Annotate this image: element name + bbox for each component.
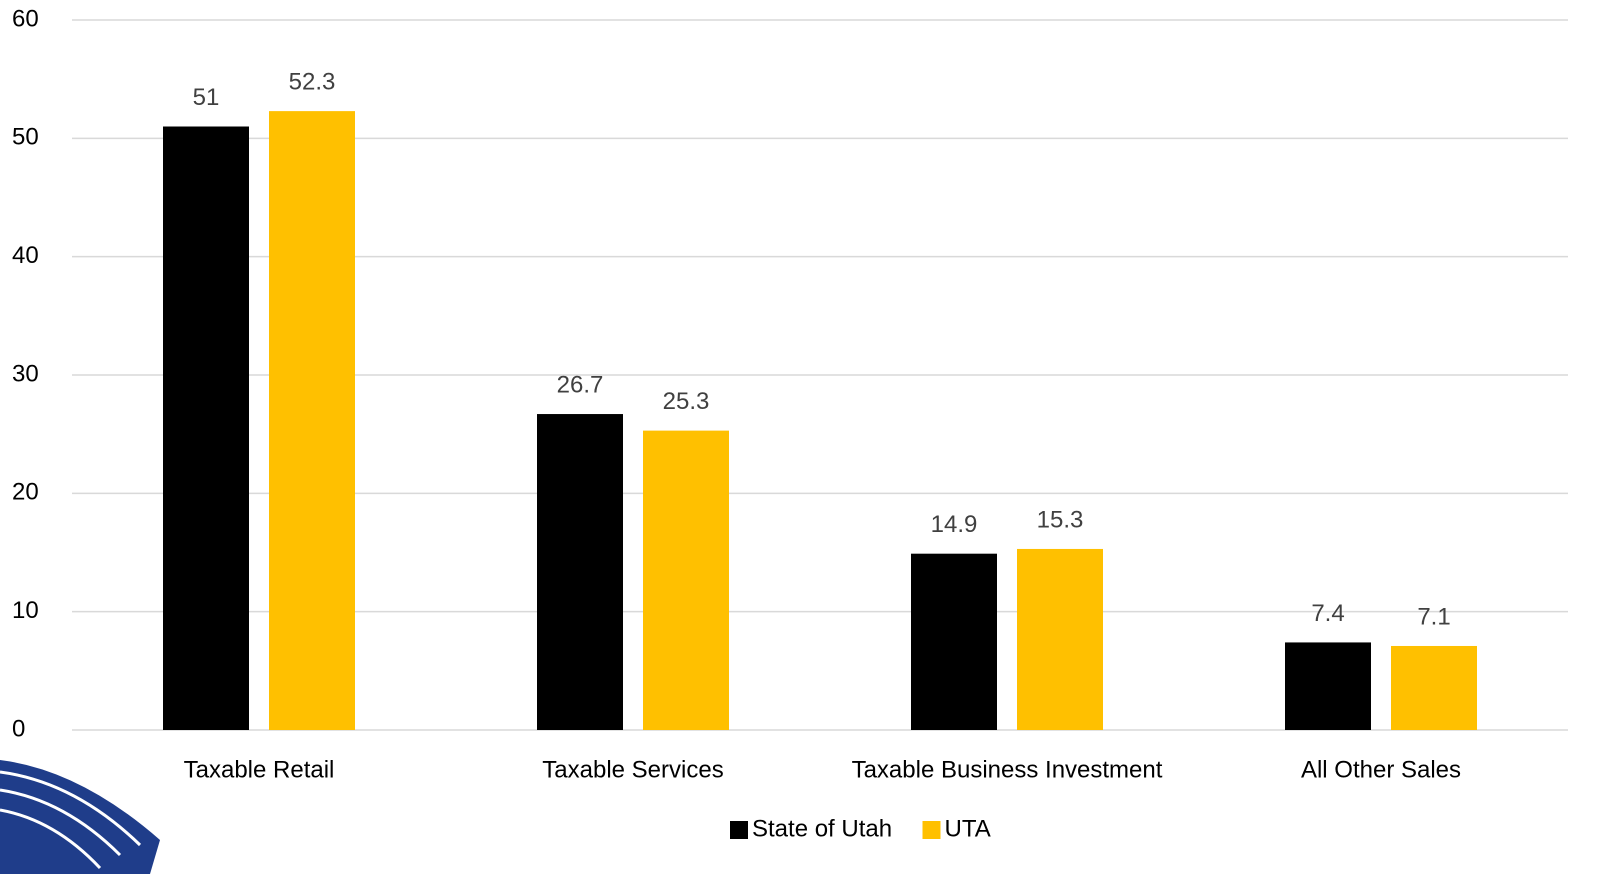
bar: [537, 414, 623, 730]
bar: [1017, 548, 1103, 730]
bar: [911, 553, 997, 730]
bar: [163, 126, 249, 730]
value-label: 25.3: [663, 388, 710, 415]
legend-label: State of Utah: [752, 815, 892, 842]
y-tick-label: 60: [12, 5, 39, 32]
bar: [643, 430, 729, 730]
legend-swatch: [730, 821, 748, 839]
y-tick-label: 30: [12, 360, 39, 387]
bar: [269, 111, 355, 730]
x-tick-label: Taxable Business Investment: [852, 756, 1163, 783]
y-tick-label: 10: [12, 597, 39, 624]
value-label: 26.7: [557, 371, 604, 398]
decoration: [0, 760, 160, 874]
x-tick-label: All Other Sales: [1301, 756, 1461, 783]
y-tick-label: 0: [12, 715, 25, 742]
bar: [1285, 642, 1371, 730]
value-label: 7.1: [1417, 603, 1450, 630]
bar: [1391, 645, 1477, 730]
value-label: 51: [193, 84, 220, 111]
value-label: 14.9: [931, 511, 978, 538]
y-tick-label: 20: [12, 479, 39, 506]
x-tick-label: Taxable Services: [542, 756, 723, 783]
y-tick-label: 50: [12, 124, 39, 151]
legend-label: UTA: [945, 815, 991, 842]
x-tick-label: Taxable Retail: [184, 756, 335, 783]
value-label: 15.3: [1037, 506, 1084, 533]
legend-swatch: [922, 821, 941, 839]
value-label: 52.3: [289, 68, 336, 95]
y-tick-label: 40: [12, 242, 39, 269]
value-label: 7.4: [1311, 600, 1344, 627]
